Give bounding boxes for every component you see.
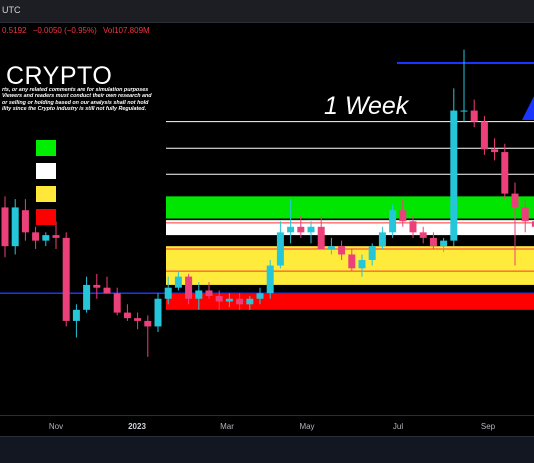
top-toolbar: UTC [0,0,534,23]
candle-body [144,320,152,327]
candle-body [1,207,9,247]
candle-body [317,226,325,249]
candle-body [154,298,162,327]
candle-body [21,210,29,233]
x-tick-label: Mar [220,422,234,431]
candle-body [511,193,519,208]
price-zone [166,196,534,219]
disclaimer-line: rts, or any related comments are for sim… [2,87,149,93]
brand-title: CRYPTO [6,62,113,90]
candle-body [276,232,284,266]
candle-body [266,265,274,294]
candle-body [164,287,172,299]
x-tick-label: Jul [392,422,404,431]
candle-body [225,298,233,302]
candle-body [113,293,121,313]
candle-body [429,237,437,247]
candle-body [389,210,397,233]
candle-body [93,284,101,288]
candle-body [236,298,244,305]
candle-body [72,309,80,321]
candle-body [491,149,499,153]
x-tick-label: May [299,422,315,431]
candle-body [480,121,488,150]
timeframe-label: 1 Week [324,92,409,120]
price-chart[interactable] [0,0,534,415]
candle-body [531,221,534,227]
price-zone [166,220,534,236]
candle-body [297,226,305,233]
candle-body [123,312,131,319]
time-axis[interactable]: Nov 2023 Mar May Jul Sep [0,415,534,436]
legend-green-square [36,140,56,156]
candle-body [195,290,203,299]
candle-body [62,237,70,321]
candle-body [11,207,19,247]
candle-body [470,110,478,122]
candle-body [501,152,509,194]
candle-body [338,246,346,255]
candle-body [419,232,427,238]
candle-body [215,295,223,302]
candle-body [83,284,91,310]
candle-body [521,207,529,222]
legend-white-square [36,163,56,179]
disclaimer-text: rts, or any related comments are for sim… [2,87,222,112]
legend-yellow-square [36,186,56,202]
ohlc-readout: 0.5192 −0.0050 (−0.95%) Vol107.809M [2,26,154,35]
disclaimer-line: Viewers and readers must conduct their o… [2,93,152,100]
arrow-shape [522,96,534,120]
candle-body [348,254,356,269]
candle-body [409,221,417,233]
candle-body [287,226,295,233]
bottom-toolbar [0,436,534,463]
candle-body [307,226,315,233]
symbol-label[interactable]: UTC [2,5,21,15]
close-value: 0.5192 [2,26,27,35]
x-tick-label: 2023 [128,422,146,431]
candle-body [460,110,468,112]
candle-body [52,235,60,238]
legend-red-square [36,209,56,225]
candle-body [399,210,407,222]
candle-body [368,246,376,261]
candle-body [103,287,111,294]
candle-body [134,318,142,321]
candle-body [378,232,386,247]
candle-body [185,276,193,299]
candle-body [246,298,254,305]
candle-body [358,260,366,269]
disclaimer-line: or selling or holding based on our analy… [2,99,149,106]
candle-body [327,246,335,249]
candle-body [450,110,458,241]
candle-body [32,232,40,241]
candle-body [256,293,264,299]
volume-value: 107.809M [114,26,150,35]
x-tick-label: Sep [480,422,496,431]
candle-body [174,276,182,288]
change-value: −0.0050 (−0.95%) [32,26,97,35]
candle-body [42,235,50,241]
disclaimer-line: ility since the Crypto industry is still… [2,105,147,112]
volume-label: Vol [102,26,115,35]
x-tick-label: Nov [48,422,64,431]
candle-body [440,240,448,247]
candle-body [205,290,213,296]
